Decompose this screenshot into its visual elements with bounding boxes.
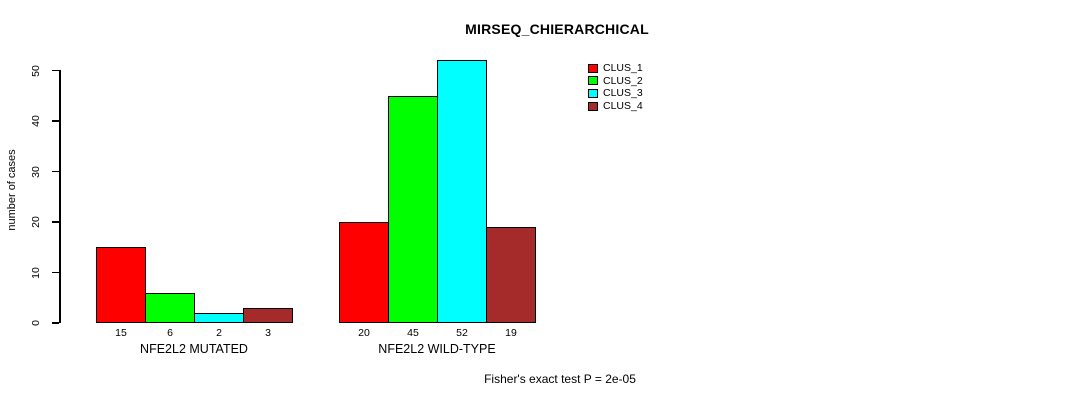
legend-label: CLUS_3	[603, 87, 643, 100]
group-label: NFE2L2 WILD-TYPE	[378, 342, 496, 356]
y-tick	[52, 120, 59, 122]
bar-clus_2-group2	[388, 96, 438, 323]
legend-item-clus_2: CLUS_2	[588, 75, 643, 88]
bar-clus_1-group1	[96, 247, 146, 323]
group-label: NFE2L2 MUTATED	[140, 342, 248, 356]
legend-label: CLUS_2	[603, 74, 643, 87]
legend-swatch-icon	[588, 76, 598, 86]
bar-value-label: 6	[167, 327, 173, 339]
y-axis-line	[59, 70, 61, 323]
legend-label: CLUS_4	[603, 99, 643, 112]
y-tick-label: 40	[30, 115, 42, 127]
y-tick-label: 10	[30, 266, 42, 279]
bar-value-label: 45	[407, 327, 419, 339]
legend-item-clus_4: CLUS_4	[588, 100, 643, 113]
legend-item-clus_3: CLUS_3	[588, 87, 643, 100]
y-tick	[52, 170, 59, 173]
chart-title: MIRSEQ_CHIERARCHICAL	[465, 21, 649, 37]
footer-note: Fisher's exact test P = 2e-05	[484, 372, 636, 386]
legend-label: CLUS_1	[603, 62, 643, 74]
y-tick	[52, 69, 59, 72]
legend-item-clus_1: CLUS_1	[588, 62, 643, 75]
bar-value-label: 3	[265, 327, 271, 339]
legend-swatch-icon	[588, 88, 598, 98]
legend: CLUS_1 CLUS_2 CLUS_3 CLUS_4	[588, 62, 643, 112]
bar-value-label: 15	[115, 327, 127, 339]
y-tick-label: 30	[30, 165, 42, 178]
bar-clus_1-group2	[339, 222, 389, 323]
bar-clus_3-group2	[437, 60, 487, 323]
bar-value-label: 2	[216, 327, 222, 339]
bar-clus_4-group2	[486, 227, 536, 323]
y-tick	[52, 271, 59, 274]
y-tick-label: 20	[30, 216, 42, 228]
bar-value-label: 52	[456, 327, 468, 339]
y-axis-label: number of cases	[6, 149, 18, 231]
bar-clus_3-group1	[194, 313, 244, 323]
bar-clus_2-group1	[145, 293, 195, 323]
y-tick-label: 50	[30, 64, 42, 77]
y-tick	[52, 221, 59, 223]
legend-swatch-icon	[588, 101, 598, 111]
bar-value-label: 20	[358, 327, 370, 339]
bar-value-label: 19	[505, 327, 517, 339]
y-tick-label: 0	[30, 320, 42, 326]
legend-swatch-icon	[588, 63, 598, 73]
bar-clus_4-group1	[243, 308, 293, 323]
y-tick	[52, 322, 59, 324]
